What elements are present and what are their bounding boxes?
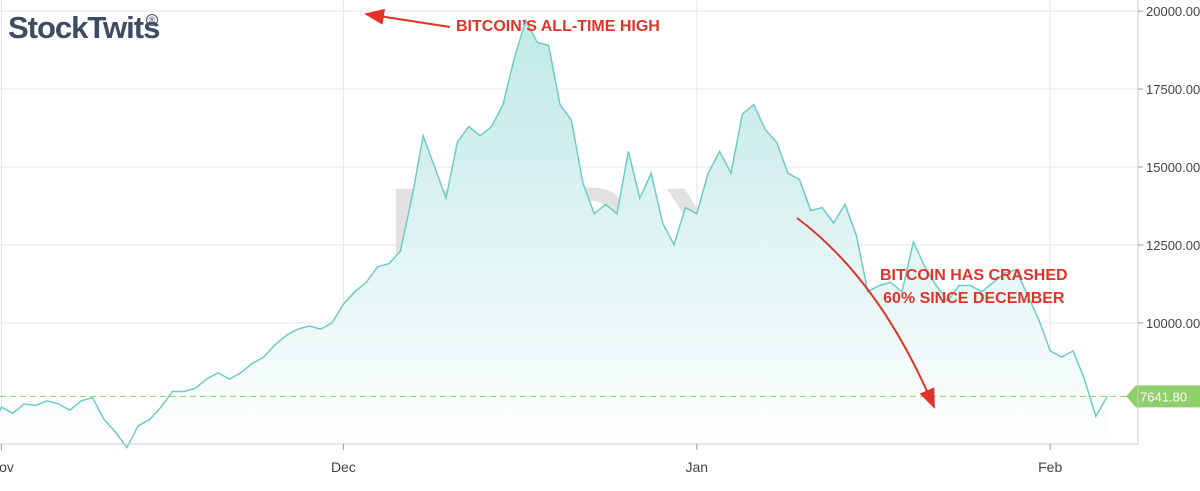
x-tick-label: Jan [686,459,709,475]
stocktwits-logo: StockTwits [8,10,160,45]
axes: 10000.00 12500.00 15000.00 17500.00 20000.00… [0,0,1200,475]
crash-annotation-line-2: 60% SINCE DECEMBER [883,290,1065,307]
y-tick-label: 10000.00 [1146,316,1200,331]
price-line [0,18,1108,450]
y-tick-label: 17500.00 [1146,82,1200,97]
x-tick-label: Feb [1038,459,1062,475]
price-area [0,20,1108,448]
ath-arrow [364,8,451,28]
y-tick-label: 20000.00 [1146,4,1200,19]
y-tick-label: 12500.00 [1146,238,1200,253]
crash-annotation-line-1: BITCOIN HAS CRASHED [880,267,1068,284]
x-tick-label: Dec [331,459,356,475]
registered-mark: ® [146,14,158,26]
annotation-arrows [364,8,935,409]
last-price-badge: 7641.80 [1126,385,1200,408]
x-tick-label: Nov [0,459,14,475]
crash-annotation: BITCOIN HAS CRASHED 60% SINCE DECEMBER [880,264,1068,310]
last-price-label: 7641.80 [1140,389,1187,404]
ath-annotation: BITCOIN’S ALL-TIME HIGH [456,18,660,35]
crash-arrow [796,217,935,409]
y-tick-label: 15000.00 [1146,160,1200,175]
